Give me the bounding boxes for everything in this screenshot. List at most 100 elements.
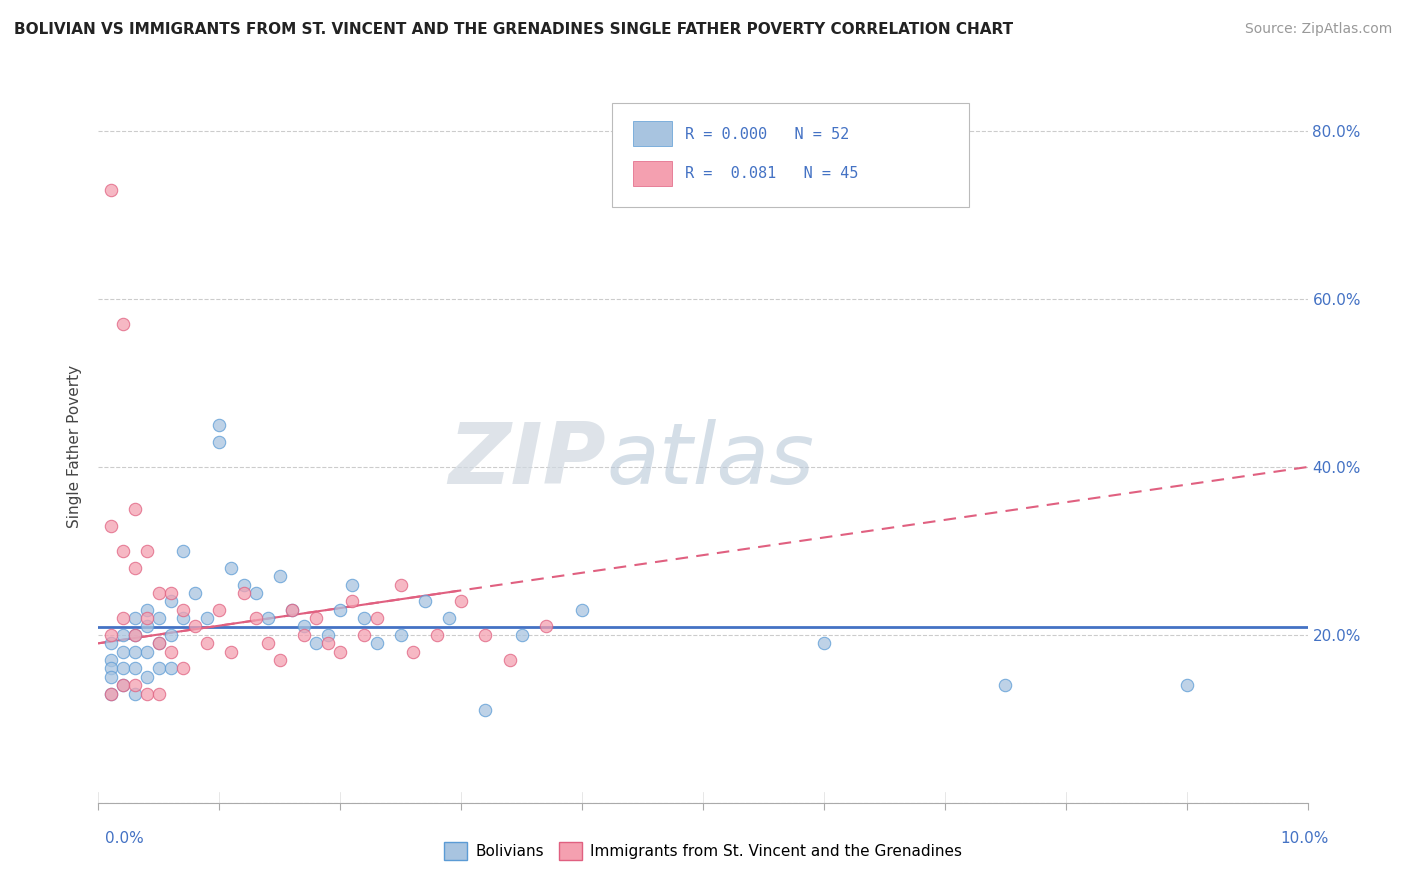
Point [256, 611, 278, 625]
Point [100, 661, 122, 675]
Point [172, 544, 194, 558]
Point [111, 628, 134, 642]
Point [474, 703, 496, 717]
Point [389, 577, 412, 591]
Point [245, 611, 267, 625]
Point [124, 502, 146, 516]
Point [160, 645, 183, 659]
Point [256, 636, 278, 650]
Point [305, 611, 328, 625]
Point [111, 645, 134, 659]
Point [269, 569, 291, 583]
Point [100, 653, 122, 667]
Point [994, 678, 1017, 692]
Point [135, 619, 157, 633]
Point [316, 636, 339, 650]
Point [135, 544, 157, 558]
Point [148, 636, 170, 650]
Point [111, 318, 134, 332]
Point [111, 611, 134, 625]
Text: R = 0.000   N = 52: R = 0.000 N = 52 [685, 127, 849, 142]
Point [366, 636, 388, 650]
Point [426, 628, 449, 642]
Point [172, 661, 194, 675]
Point [232, 577, 254, 591]
Point [111, 544, 134, 558]
Bar [633, 121, 672, 146]
Point [450, 594, 472, 608]
Point [281, 603, 304, 617]
Point [148, 687, 170, 701]
Point [148, 661, 170, 675]
Text: Source: ZipAtlas.com: Source: ZipAtlas.com [1244, 22, 1392, 37]
Point [195, 611, 218, 625]
Point [195, 636, 218, 650]
Point [208, 417, 231, 432]
Point [184, 619, 207, 633]
Point [571, 603, 593, 617]
Point [148, 611, 170, 625]
Point [437, 611, 460, 625]
Legend: Bolivians, Immigrants from St. Vincent and the Grenadines: Bolivians, Immigrants from St. Vincent a… [439, 836, 967, 866]
Point [100, 628, 122, 642]
Text: BOLIVIAN VS IMMIGRANTS FROM ST. VINCENT AND THE GRENADINES SINGLE FATHER POVERTY: BOLIVIAN VS IMMIGRANTS FROM ST. VINCENT … [14, 22, 1014, 37]
Point [292, 628, 315, 642]
Point [353, 611, 375, 625]
Point [100, 687, 122, 701]
Point [305, 636, 328, 650]
Point [1175, 678, 1198, 692]
Point [124, 645, 146, 659]
Point [342, 577, 364, 591]
Point [124, 678, 146, 692]
Point [160, 661, 183, 675]
Text: 0.0%: 0.0% [105, 831, 145, 846]
Point [160, 586, 183, 600]
Point [100, 670, 122, 684]
Point [124, 628, 146, 642]
Point [498, 653, 520, 667]
Point [232, 586, 254, 600]
Point [221, 645, 243, 659]
Point [221, 560, 243, 574]
Point [124, 611, 146, 625]
Text: ZIP: ZIP [449, 418, 606, 502]
Point [413, 594, 436, 608]
Text: 10.0%: 10.0% [1281, 831, 1329, 846]
Point [135, 603, 157, 617]
Point [124, 628, 146, 642]
Point [111, 661, 134, 675]
Text: R =  0.081   N = 45: R = 0.081 N = 45 [685, 166, 858, 181]
Point [124, 661, 146, 675]
Point [316, 628, 339, 642]
Point [329, 645, 352, 659]
Point [100, 518, 122, 533]
Point [292, 619, 315, 633]
Point [160, 594, 183, 608]
Point [342, 594, 364, 608]
Point [208, 603, 231, 617]
Point [148, 586, 170, 600]
Point [208, 434, 231, 449]
Point [402, 645, 425, 659]
Point [111, 678, 134, 692]
Bar [633, 161, 672, 186]
Point [124, 560, 146, 574]
Point [172, 603, 194, 617]
Point [534, 619, 557, 633]
Point [269, 653, 291, 667]
Point [135, 670, 157, 684]
Point [353, 628, 375, 642]
Point [135, 687, 157, 701]
Point [111, 678, 134, 692]
Point [100, 687, 122, 701]
Point [160, 628, 183, 642]
Y-axis label: Single Father Poverty: Single Father Poverty [67, 365, 83, 527]
Text: atlas: atlas [606, 418, 814, 502]
FancyBboxPatch shape [613, 103, 969, 207]
Point [474, 628, 496, 642]
Point [124, 687, 146, 701]
Point [135, 611, 157, 625]
Point [366, 611, 388, 625]
Point [389, 628, 412, 642]
Point [510, 628, 533, 642]
